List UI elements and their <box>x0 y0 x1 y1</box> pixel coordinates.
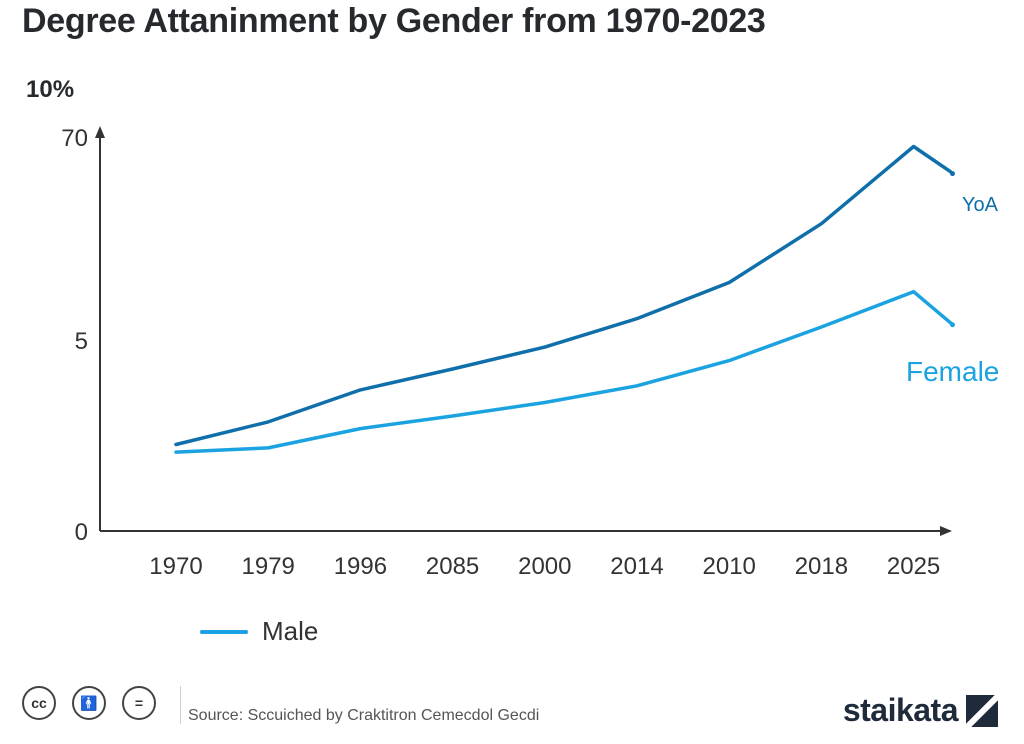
footer-license-icons: cc 🚹 = <box>22 686 156 720</box>
x-tick-label: 2000 <box>518 553 571 580</box>
y-tick-label: 0 <box>75 519 88 546</box>
y-tick-label: 5 <box>75 328 88 355</box>
x-tick-label: 2018 <box>795 553 848 580</box>
x-tick-label: 1970 <box>149 553 202 580</box>
series-line <box>174 289 953 454</box>
y-axis-arrow <box>95 126 105 138</box>
y-unit-label: 10% <box>26 76 75 103</box>
x-tick-label: 1996 <box>334 553 387 580</box>
legend: Male <box>200 616 318 647</box>
series-end-labels: YoA Female <box>906 194 999 387</box>
line-chart: 0 5 70 1970 1979 1996 2085 2000 2014 2010 2018 202… <box>61 125 999 580</box>
series-lines <box>174 144 955 454</box>
series-label-female: Female <box>906 356 999 387</box>
x-axis-arrow <box>940 526 952 536</box>
x-axis-ticks: 1970 1979 1996 2085 2000 2014 2010 2018 2025 <box>149 553 940 580</box>
x-tick-label: 1979 <box>242 553 295 580</box>
legend-swatch <box>200 629 248 634</box>
person-icon[interactable]: 🚹 <box>72 686 106 720</box>
series-line <box>174 144 953 447</box>
x-tick-label: 2085 <box>426 553 479 580</box>
footer-divider <box>180 686 181 724</box>
series-end-dot <box>949 322 955 328</box>
source-note: Source: Sccuiched by Craktitron Cemecdol… <box>188 707 540 724</box>
brand-name: staikata <box>842 692 959 728</box>
chart-axes <box>95 126 952 536</box>
equals-icon[interactable]: = <box>122 686 156 720</box>
y-tick-label: 70 <box>61 125 88 152</box>
x-tick-label: 2014 <box>610 553 663 580</box>
series-end-dot <box>949 171 955 177</box>
brand-mark-icon <box>966 694 998 727</box>
x-tick-label: 2025 <box>887 553 940 580</box>
series-label-yoa: YoA <box>962 194 999 216</box>
legend-label: Male <box>262 616 319 646</box>
chart-title: Degree Attaninment by Gender from 1970-2… <box>22 2 766 40</box>
x-tick-label: 2010 <box>703 553 756 580</box>
brand-logo[interactable]: staikata <box>843 692 998 729</box>
cc-icon[interactable]: cc <box>22 686 56 720</box>
y-axis-ticks: 0 5 70 <box>61 125 88 546</box>
